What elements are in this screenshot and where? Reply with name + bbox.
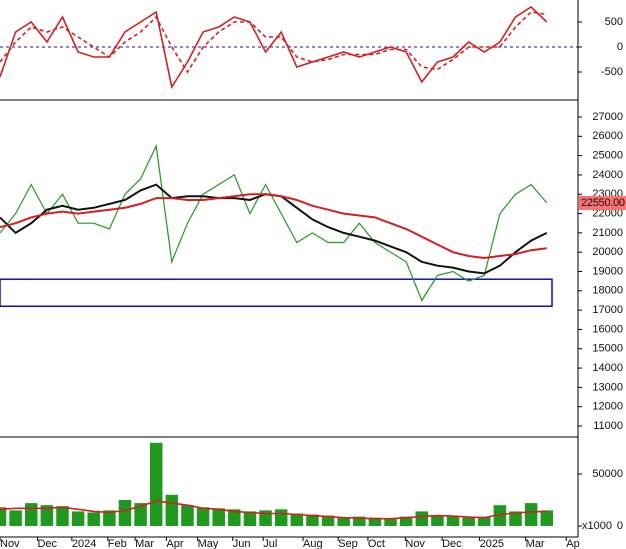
series-line [0, 193, 547, 260]
y-tick-label: 24000 [592, 169, 623, 181]
y-tick-label: 15000 [592, 343, 623, 355]
volume-bar [103, 510, 116, 526]
x-tick-label: Jun [233, 538, 251, 549]
volume-bar [353, 516, 366, 526]
y-tick-label: 500 [605, 16, 623, 28]
price-zone [0, 278, 553, 308]
x-tick-label: Aug [303, 538, 323, 549]
x-tick-label: Jul [263, 538, 277, 549]
volume-bar [228, 509, 241, 526]
y-tick-label: 26000 [592, 130, 623, 142]
volume-bar [290, 513, 304, 526]
y-tick-label: 27000 [592, 111, 623, 123]
volume-bar [399, 516, 413, 526]
volume-bar [196, 507, 210, 526]
volume-bar [415, 511, 429, 526]
y-tick-label: 20000 [592, 246, 623, 258]
volume-bar [368, 517, 382, 526]
y-tick-label: 11000 [593, 420, 623, 432]
volume-bar [337, 517, 350, 526]
y-tick-label: 17000 [592, 304, 623, 316]
series-line [0, 11, 547, 74]
x-tick-label: Mar [135, 538, 154, 549]
series-line [0, 143, 548, 302]
volume-bar [321, 515, 335, 526]
volume-bar [71, 511, 85, 526]
volume-bar [40, 505, 54, 526]
volume-bar [9, 510, 22, 526]
volume-bar [212, 508, 225, 526]
volume-bar [243, 511, 257, 526]
x-tick-label: Nov [0, 538, 20, 549]
x-tick-label: Ap [566, 538, 579, 549]
volume-bar [181, 505, 194, 526]
y-tick-label: 0 [617, 41, 623, 53]
volume-bar [134, 503, 147, 526]
y-unit: x1000 [582, 520, 612, 532]
y-tick-label: 18000 [592, 285, 623, 297]
volume-bar [431, 515, 444, 526]
last-price-box [579, 195, 626, 210]
y-tick-label: 13000 [592, 381, 623, 393]
volume-bar [306, 514, 319, 526]
x-tick-label: 2025 [480, 538, 504, 549]
volume-bar [0, 507, 7, 526]
y-tick-label: 50000 [592, 468, 623, 480]
volume-bar [384, 518, 397, 526]
x-tick-label: May [198, 538, 219, 549]
y-tick-label: 19000 [592, 265, 623, 277]
volume-bar [493, 505, 507, 526]
volume-bar [509, 511, 522, 526]
volume-bar [56, 506, 69, 526]
x-tick-label: Nov [405, 538, 425, 549]
x-tick-label: Oct [368, 538, 385, 549]
last-price-label: 22550.00 [581, 197, 625, 209]
volume-bar [446, 516, 460, 526]
y-tick-label: 16000 [592, 323, 623, 335]
series-line [0, 500, 547, 520]
volume-bar [274, 509, 288, 526]
x-tick-label: 2024 [72, 538, 96, 549]
volume-bar [149, 442, 163, 526]
x-tick-label: Dec [37, 538, 57, 549]
series-line [0, 5, 548, 90]
y-tick-label: -500 [601, 66, 623, 78]
y-tick-label: 25000 [592, 150, 623, 162]
volume-bar [165, 494, 179, 526]
y-tick-label: 14000 [592, 362, 623, 374]
y-tick-label: 1000 [599, 0, 623, 3]
x-tick-label: Apr [166, 538, 183, 549]
x-tick-label: Sep [338, 538, 358, 549]
volume-bar [118, 499, 132, 526]
volume-bar [462, 517, 475, 526]
volume-bar [540, 510, 554, 526]
y-tick-label: 21000 [592, 227, 623, 239]
volume-bar [87, 512, 100, 526]
volume-bar [524, 503, 538, 526]
y-tick-label: 12000 [592, 401, 623, 413]
x-tick-label: Feb [108, 538, 127, 549]
volume-bar [24, 503, 38, 526]
x-tick-label: Dec [442, 538, 462, 549]
y-tick-label: 22000 [592, 207, 623, 219]
volume-bar [478, 516, 491, 526]
x-tick-label: Mar [526, 538, 545, 549]
y-tick-label: 0 [617, 520, 623, 532]
